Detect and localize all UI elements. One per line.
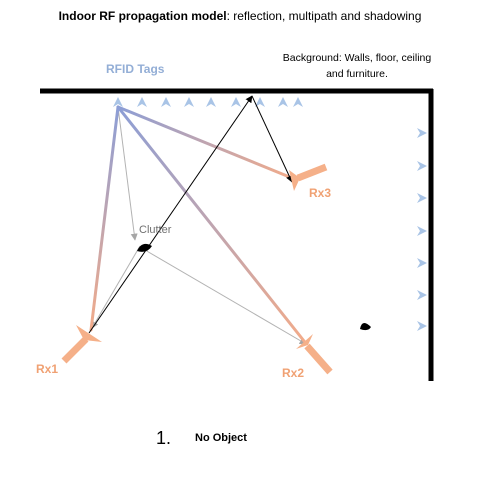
- title-bold: Indoor RF propagation model: [58, 9, 227, 23]
- rfid-tag-icon: [184, 97, 194, 107]
- rfid-tag-icon: [293, 97, 303, 107]
- rx3-antenna-icon: [289, 170, 300, 191]
- path-tag-to-clutter: [117, 106, 138, 241]
- path-tag-to-rx3: [116, 105, 294, 180]
- path-tag-to-rx1: [89, 105, 120, 332]
- rfid-tag-icon: [113, 97, 123, 107]
- rfid-tag-icon: [417, 226, 427, 236]
- direct-paths: [89, 105, 306, 343]
- rfid-tag-icon: [417, 128, 427, 138]
- rx1-body: [61, 336, 89, 364]
- rx2-label: Rx2: [282, 366, 305, 380]
- rfid-tag-icon: [417, 321, 427, 331]
- rx1-label: Rx1: [36, 362, 59, 376]
- receiver-rx3: [289, 163, 328, 191]
- rx1-antenna-icon: [76, 325, 102, 342]
- path-clutter-to-rx2: [144, 249, 307, 345]
- background-object: [360, 322, 371, 331]
- rfid-tag-icon: [417, 258, 427, 268]
- rx2-antenna-icon: [296, 334, 313, 349]
- diagram-title: Indoor RF propagation model: reflection,…: [0, 9, 480, 23]
- receiver-rx2: [296, 334, 333, 375]
- rfid-tags-label: RFID Tags: [106, 62, 165, 76]
- rfid-tag-icon: [206, 97, 216, 107]
- rfid-tag-icon: [161, 97, 171, 107]
- rx3-label: Rx3: [309, 186, 332, 200]
- rfid-tags-top: [113, 97, 303, 107]
- rfid-tag-icon: [278, 97, 288, 107]
- path-clutter-to-rx1: [91, 245, 141, 329]
- rfid-tag-icon: [137, 97, 147, 107]
- path-rx1-to-wall: [88, 95, 253, 334]
- multipath-paths: [91, 106, 307, 345]
- clutter-label: Clutter: [139, 224, 172, 236]
- rfid-tag-icon: [231, 97, 241, 107]
- background-note: Background: Walls, floor, ceiling and fu…: [282, 52, 432, 80]
- scenario-number: 1.: [156, 428, 172, 448]
- receiver-rx1: [61, 325, 102, 364]
- rx3-body: [296, 163, 328, 182]
- room-walls: [40, 88, 434, 381]
- rx2-body: [304, 343, 333, 375]
- path-tag-to-rx2: [116, 105, 306, 343]
- scenario-caption: No Object: [195, 432, 247, 444]
- rfid-tag-icon: [417, 290, 427, 300]
- rfid-tags-right: [417, 128, 427, 331]
- path-wall-to-rx3: [251, 95, 293, 183]
- rfid-tag-icon: [417, 193, 427, 203]
- clutter-object: [137, 243, 152, 252]
- title-rest: : reflection, multipath and shadowing: [226, 9, 422, 23]
- wall-reflection-path: [88, 95, 293, 334]
- rfid-tag-icon: [417, 161, 427, 171]
- rfid-tag-icon: [255, 97, 265, 107]
